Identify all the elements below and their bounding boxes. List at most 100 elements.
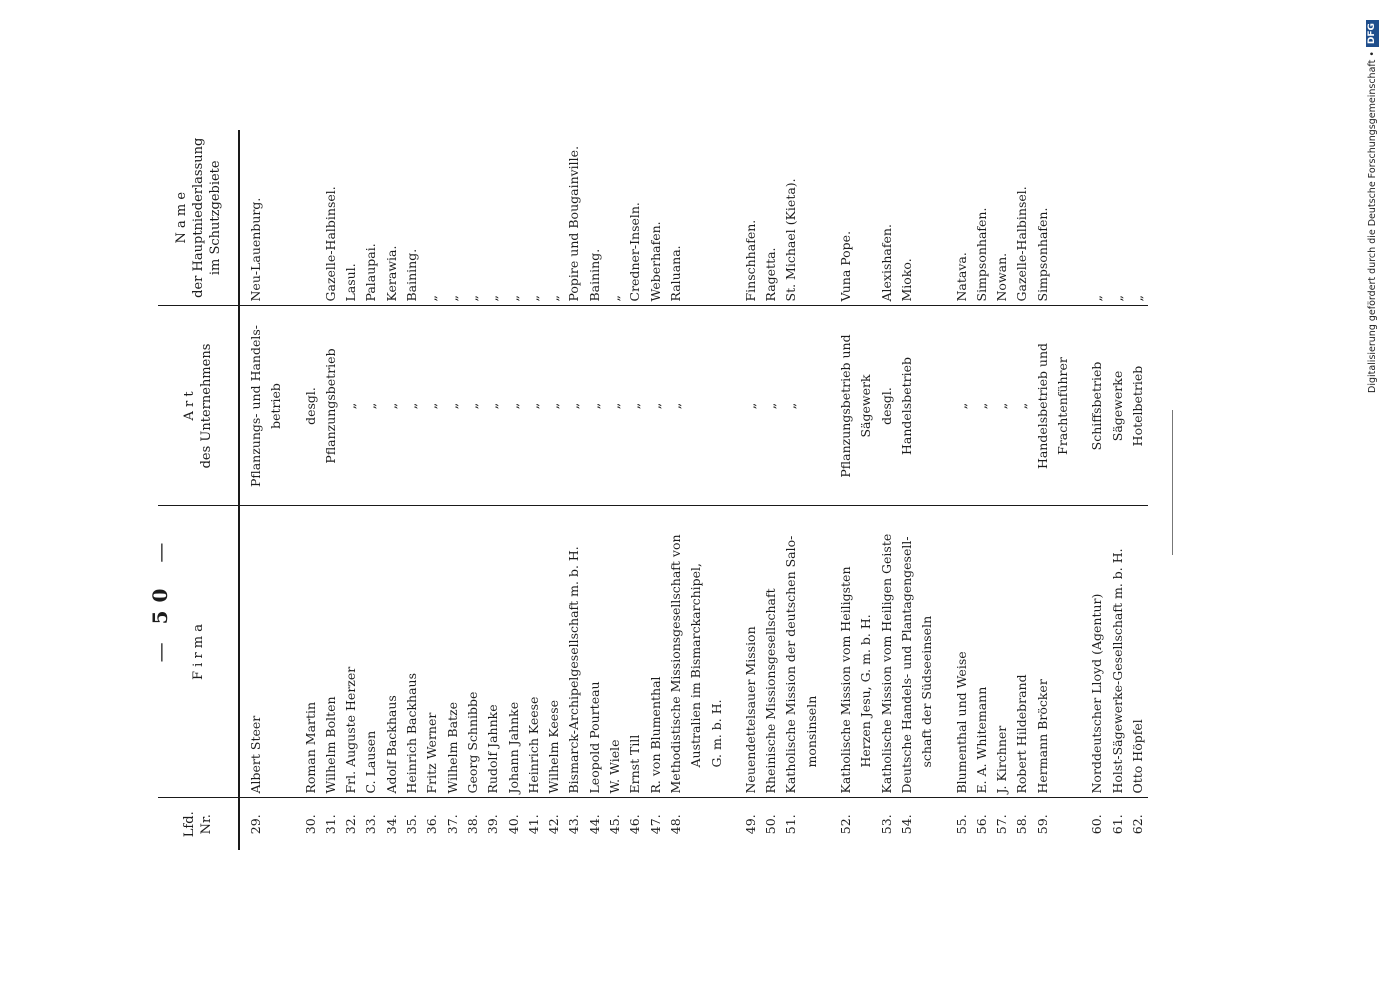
row-firma-cell: schaft der Südseeinseln — [917, 506, 938, 798]
row-firma-cell: Katholische Mission vom Heiligsten — [836, 506, 857, 798]
row-firma-text: Frl. Auguste Herzer — [343, 666, 359, 794]
row-art-text: „ — [404, 402, 420, 410]
row-art-text: „ — [343, 402, 359, 410]
row-firma-cell: Robert Hildebrand — [1012, 506, 1033, 798]
row-firma-cell: W. Wiele — [605, 506, 626, 798]
row-nr-text: 48. — [667, 814, 683, 835]
row-firma-text: J. Kirchner — [994, 725, 1010, 794]
row-ort-cell — [1052, 130, 1074, 306]
spacer-cell — [937, 306, 952, 506]
row-art-cell: Sägewerk — [856, 306, 877, 506]
row-firma-cell: Hermann Bröcker — [1032, 506, 1053, 798]
row-ort-text: Finschhafen. — [742, 219, 758, 302]
row-ort-text: Weberhafen. — [647, 221, 663, 302]
spacer-cell — [287, 798, 301, 850]
row-ort-text: „ — [424, 295, 440, 302]
row-ort-text: Gazelle-Halbinsel. — [322, 186, 338, 302]
row-firma-cell: E. A. Whitemann — [971, 506, 993, 798]
row-art-text: „ — [627, 402, 643, 410]
table-row: 46. Ernst Till „ Credner-Inseln. — [625, 130, 646, 850]
row-nr-cell: 36. — [422, 798, 442, 850]
row-ort-cell: Ragetta. — [761, 130, 782, 306]
row-nr-text: 57. — [994, 814, 1010, 835]
table-row: 59. Hermann Bröcker Handelsbetrieb und Simp… — [1032, 130, 1053, 850]
row-firma-text: Deutsche Handels- und Plantagengesell- — [898, 536, 914, 794]
spacer-cell — [727, 798, 741, 850]
table-row: betrieb — [266, 130, 287, 850]
row-art-text: Sägewerke — [1109, 370, 1125, 442]
spacer-cell — [937, 130, 952, 306]
row-art-text: Pflanzungs- und Handels- — [248, 324, 263, 488]
table-row: 53. Katholische Mission vom Heiligen Geis… — [876, 130, 897, 850]
row-art-cell: „ — [422, 306, 443, 506]
spacer-cell — [822, 506, 837, 798]
row-art-text: „ — [525, 402, 541, 410]
row-ort-cell: Mioko. — [896, 130, 918, 306]
row-ort-cell: „ — [442, 130, 463, 306]
row-nr-text: 49. — [742, 814, 758, 835]
row-firma-text: Otto Höpfel — [1129, 719, 1145, 794]
row-ort-text: Simpsonhafen. — [1034, 207, 1050, 302]
row-ort-text: „ — [1129, 295, 1145, 302]
row-ort-cell: Weberhafen. — [645, 130, 666, 306]
row-art-cell — [801, 306, 823, 506]
table-row: schaft der Südseeinseln — [917, 130, 938, 850]
row-art-text: betrieb — [268, 383, 284, 429]
row-nr-cell: 62. — [1128, 798, 1148, 850]
row-ort-cell — [706, 130, 727, 306]
row-ort-text: „ — [546, 295, 562, 302]
row-art-text: desgl. — [302, 387, 318, 425]
row-ort-cell: „ — [1087, 130, 1108, 306]
row-firma-cell: Deutsche Handels- und Plantagengesell- — [896, 506, 918, 798]
row-ort-cell — [686, 130, 707, 306]
row-ort-cell: Kerawia. — [381, 130, 403, 306]
row-nr-cell: 55. — [952, 798, 972, 850]
row-nr-text: 61. — [1109, 814, 1125, 835]
row-firma-text: E. A. Whitemann — [973, 686, 989, 794]
row-nr-text: 46. — [627, 814, 643, 835]
table-row: 32. Frl. Auguste Herzer „ Lasul. — [341, 130, 362, 850]
row-nr-text: 58. — [1014, 814, 1030, 835]
row-nr-cell: 54. — [897, 798, 917, 850]
row-art-text: Hotelbetrieb — [1129, 365, 1145, 447]
dfg-logo: DFG — [1366, 20, 1379, 48]
row-nr-text: 51. — [783, 814, 799, 835]
row-firma-text: Heinrich Keese — [525, 696, 541, 794]
row-art-cell — [706, 306, 727, 506]
table-row: 42. Wilhelm Keese „ „ — [544, 130, 565, 850]
spacer-cell — [726, 130, 741, 306]
row-art-cell: „ — [740, 306, 762, 506]
row-firma-text: Katholische Mission vom Heiligsten — [838, 566, 854, 794]
row-ort-cell: „ — [462, 130, 484, 306]
row-nr-cell — [1053, 798, 1073, 850]
row-art-text: „ — [994, 402, 1010, 410]
header-art-line1: A r t — [182, 391, 197, 421]
row-nr-text: 55. — [953, 814, 969, 835]
table-row: 34. Adolf Backhaus „ Kerawia. — [381, 130, 403, 850]
row-nr-cell: 42. — [544, 798, 564, 850]
row-firma-text: Robert Hildebrand — [1014, 674, 1030, 794]
row-ort-cell: „ — [1107, 130, 1128, 306]
spacer-cell — [286, 506, 301, 798]
row-nr-cell: 41. — [524, 798, 544, 850]
row-art-text: „ — [647, 402, 663, 410]
row-ort-text: Vuna Pope. — [838, 230, 854, 302]
row-nr-cell — [266, 798, 286, 850]
row-firma-cell: Norddeutscher Lloyd (Agentur) — [1087, 506, 1108, 798]
header-ort-line1: N a m e — [173, 191, 189, 244]
row-art-cell: „ — [781, 306, 802, 506]
table-header-row: Lfd. Nr. F i r m a A r t des Unternehmen… — [158, 130, 239, 850]
spacer-cell — [822, 798, 836, 850]
header-art-line2: des Unternehmens — [199, 343, 214, 469]
row-art-cell: Handelsbetrieb und — [1032, 306, 1053, 506]
row-ort-text: Neu-Lauenburg. — [248, 197, 263, 302]
header-ort: N a m e der Hauptniederlassung im Schutz… — [158, 130, 239, 306]
row-firma-cell: Adolf Backhaus — [381, 506, 403, 798]
row-firma-text: Holst-Sägewerke-Gesellschaft m. b. H. — [1109, 548, 1125, 794]
row-ort-cell — [856, 130, 877, 306]
table-row: 43. Bismarck-Archipelgesellschaft m. b. H… — [564, 130, 585, 850]
row-firma-text: Herzen Jesu, G. m. b. H. — [858, 614, 874, 768]
row-nr-cell: 57. — [992, 798, 1012, 850]
row-art-text: desgl. — [878, 387, 894, 425]
row-ort-cell: Credner-Inseln. — [625, 130, 646, 306]
